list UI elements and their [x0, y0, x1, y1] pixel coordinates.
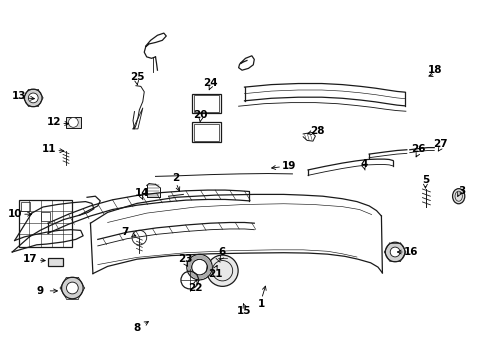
Text: 12: 12: [46, 117, 61, 127]
Circle shape: [61, 277, 83, 299]
Bar: [193, 95, 219, 112]
Text: 6: 6: [219, 247, 225, 257]
Bar: [41, 212, 50, 221]
Text: 9: 9: [37, 286, 43, 296]
Circle shape: [66, 282, 78, 294]
Bar: [191, 122, 221, 142]
Text: 8: 8: [133, 323, 140, 333]
Text: 15: 15: [237, 306, 251, 316]
Text: 21: 21: [207, 269, 222, 279]
Text: 1: 1: [258, 299, 264, 309]
Text: 14: 14: [134, 188, 149, 198]
Text: 17: 17: [23, 254, 38, 264]
Text: 16: 16: [403, 247, 417, 257]
Text: 2: 2: [172, 173, 179, 183]
Text: 20: 20: [193, 110, 207, 120]
Bar: [191, 94, 221, 113]
Text: 23: 23: [178, 254, 193, 264]
Circle shape: [389, 247, 399, 257]
Text: 25: 25: [129, 72, 144, 82]
Circle shape: [24, 89, 42, 107]
Text: 27: 27: [432, 139, 447, 149]
Text: 4: 4: [360, 159, 367, 169]
Text: 18: 18: [427, 65, 442, 75]
Bar: [20, 202, 30, 211]
Text: 26: 26: [410, 144, 425, 154]
Text: 24: 24: [203, 78, 217, 88]
Text: 13: 13: [11, 91, 26, 102]
Bar: [193, 124, 219, 141]
Text: 3: 3: [458, 186, 465, 196]
Circle shape: [28, 93, 38, 103]
Text: 7: 7: [121, 227, 128, 237]
Bar: [65, 117, 81, 128]
Text: 22: 22: [188, 283, 203, 293]
Circle shape: [68, 117, 78, 127]
Text: 5: 5: [421, 175, 428, 185]
Ellipse shape: [452, 189, 464, 204]
Text: 10: 10: [7, 209, 22, 219]
Circle shape: [206, 255, 238, 286]
Circle shape: [385, 242, 404, 262]
Text: 11: 11: [41, 144, 56, 154]
Text: 19: 19: [281, 161, 295, 171]
Bar: [48, 258, 62, 266]
Text: 28: 28: [310, 126, 325, 136]
Bar: [19, 200, 72, 247]
